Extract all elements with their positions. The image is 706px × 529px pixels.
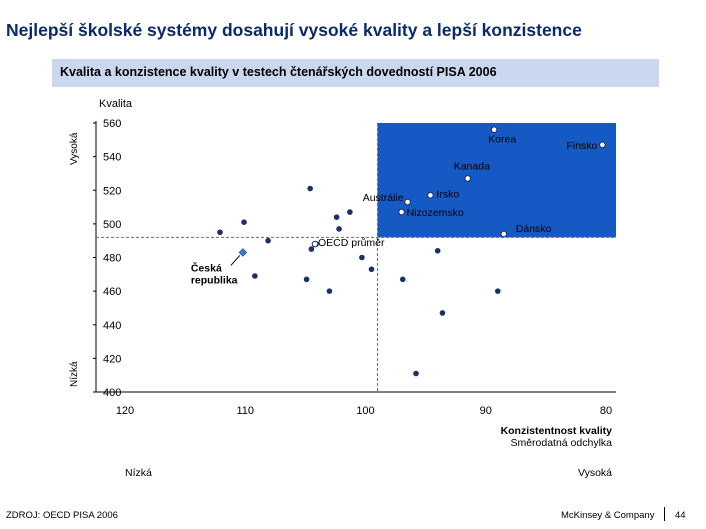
y-tick-label: 440 bbox=[103, 320, 121, 332]
footer-divider bbox=[664, 507, 665, 521]
point-label: OECD průměr bbox=[318, 237, 385, 249]
point-label: Austrálie bbox=[363, 192, 404, 204]
y-tick-label: 540 bbox=[103, 152, 121, 164]
labeled-data-point bbox=[398, 208, 405, 216]
x-tick-label: 100 bbox=[356, 405, 374, 417]
y-tick-label: 480 bbox=[103, 253, 121, 265]
chart-subtitle: Kvalita a konzistence kvality v testech … bbox=[60, 65, 497, 79]
data-point bbox=[359, 254, 365, 261]
labeled-data-point bbox=[500, 230, 508, 238]
x-tick-label: 90 bbox=[480, 405, 492, 417]
x-axis-low-label: Nízká bbox=[125, 467, 152, 479]
data-point bbox=[347, 209, 353, 215]
y-tick-label: 460 bbox=[103, 286, 121, 298]
data-point bbox=[241, 219, 247, 225]
company-name: McKinsey & Company bbox=[561, 510, 655, 521]
y-tick-label: 400 bbox=[103, 387, 121, 399]
x-axis-subtitle: Směrodatná odchylka bbox=[510, 437, 612, 449]
page-number: 44 bbox=[675, 510, 686, 521]
data-point bbox=[439, 310, 446, 316]
y-tick-label: 500 bbox=[103, 219, 121, 231]
high-quality-quadrant bbox=[377, 123, 616, 238]
czech-republic-label: Česká bbox=[191, 261, 222, 274]
point-label: Kanada bbox=[454, 160, 490, 172]
data-point bbox=[307, 185, 313, 192]
y-axis-title: Kvalita bbox=[99, 98, 133, 110]
page-title: Nejlepší školské systémy dosahují vysoké… bbox=[6, 20, 582, 40]
czech-republic-label: republika bbox=[191, 274, 238, 286]
data-point bbox=[336, 226, 342, 232]
y-axis-low-label: Nízká bbox=[69, 361, 80, 387]
data-point bbox=[303, 276, 310, 283]
y-tick-label: 520 bbox=[103, 185, 121, 197]
data-point bbox=[265, 237, 271, 244]
y-tick-label: 420 bbox=[103, 353, 121, 365]
point-label: Irsko bbox=[436, 188, 459, 200]
data-point bbox=[326, 288, 333, 294]
x-axis-high-label: Vysoká bbox=[578, 467, 612, 479]
x-tick-label: 120 bbox=[116, 405, 134, 417]
labeled-data-point bbox=[311, 240, 319, 248]
czech-republic-point bbox=[238, 248, 248, 257]
point-label: Finsko bbox=[566, 140, 597, 152]
data-point bbox=[413, 370, 419, 377]
czech-republic-leader-line bbox=[230, 255, 241, 266]
y-axis-high-label: Vysoká bbox=[69, 132, 80, 165]
labeled-data-point bbox=[490, 126, 498, 134]
data-point bbox=[217, 229, 223, 236]
data-point bbox=[252, 273, 258, 279]
x-tick-label: 110 bbox=[236, 405, 254, 417]
labeled-data-point bbox=[404, 198, 411, 206]
labeled-data-point bbox=[427, 191, 434, 199]
data-point bbox=[494, 288, 501, 294]
data-point bbox=[434, 247, 441, 254]
data-point bbox=[368, 266, 375, 273]
point-label: Nizozemsko bbox=[407, 207, 464, 219]
labeled-data-point bbox=[464, 175, 472, 182]
labeled-data-point bbox=[599, 141, 606, 149]
x-axis-title: Konzistentnost kvality bbox=[501, 425, 613, 437]
subtitle-bar: Kvalita a konzistence kvality v testech … bbox=[52, 59, 659, 87]
point-label: Korea bbox=[488, 134, 516, 146]
x-tick-label: 80 bbox=[600, 405, 612, 417]
source-note: ZDROJ: OECD PISA 2006 bbox=[6, 510, 118, 521]
data-point bbox=[308, 246, 315, 252]
y-tick-label: 560 bbox=[103, 118, 121, 130]
point-label: Dánsko bbox=[516, 223, 552, 235]
data-point bbox=[399, 276, 406, 283]
data-point bbox=[333, 214, 340, 220]
